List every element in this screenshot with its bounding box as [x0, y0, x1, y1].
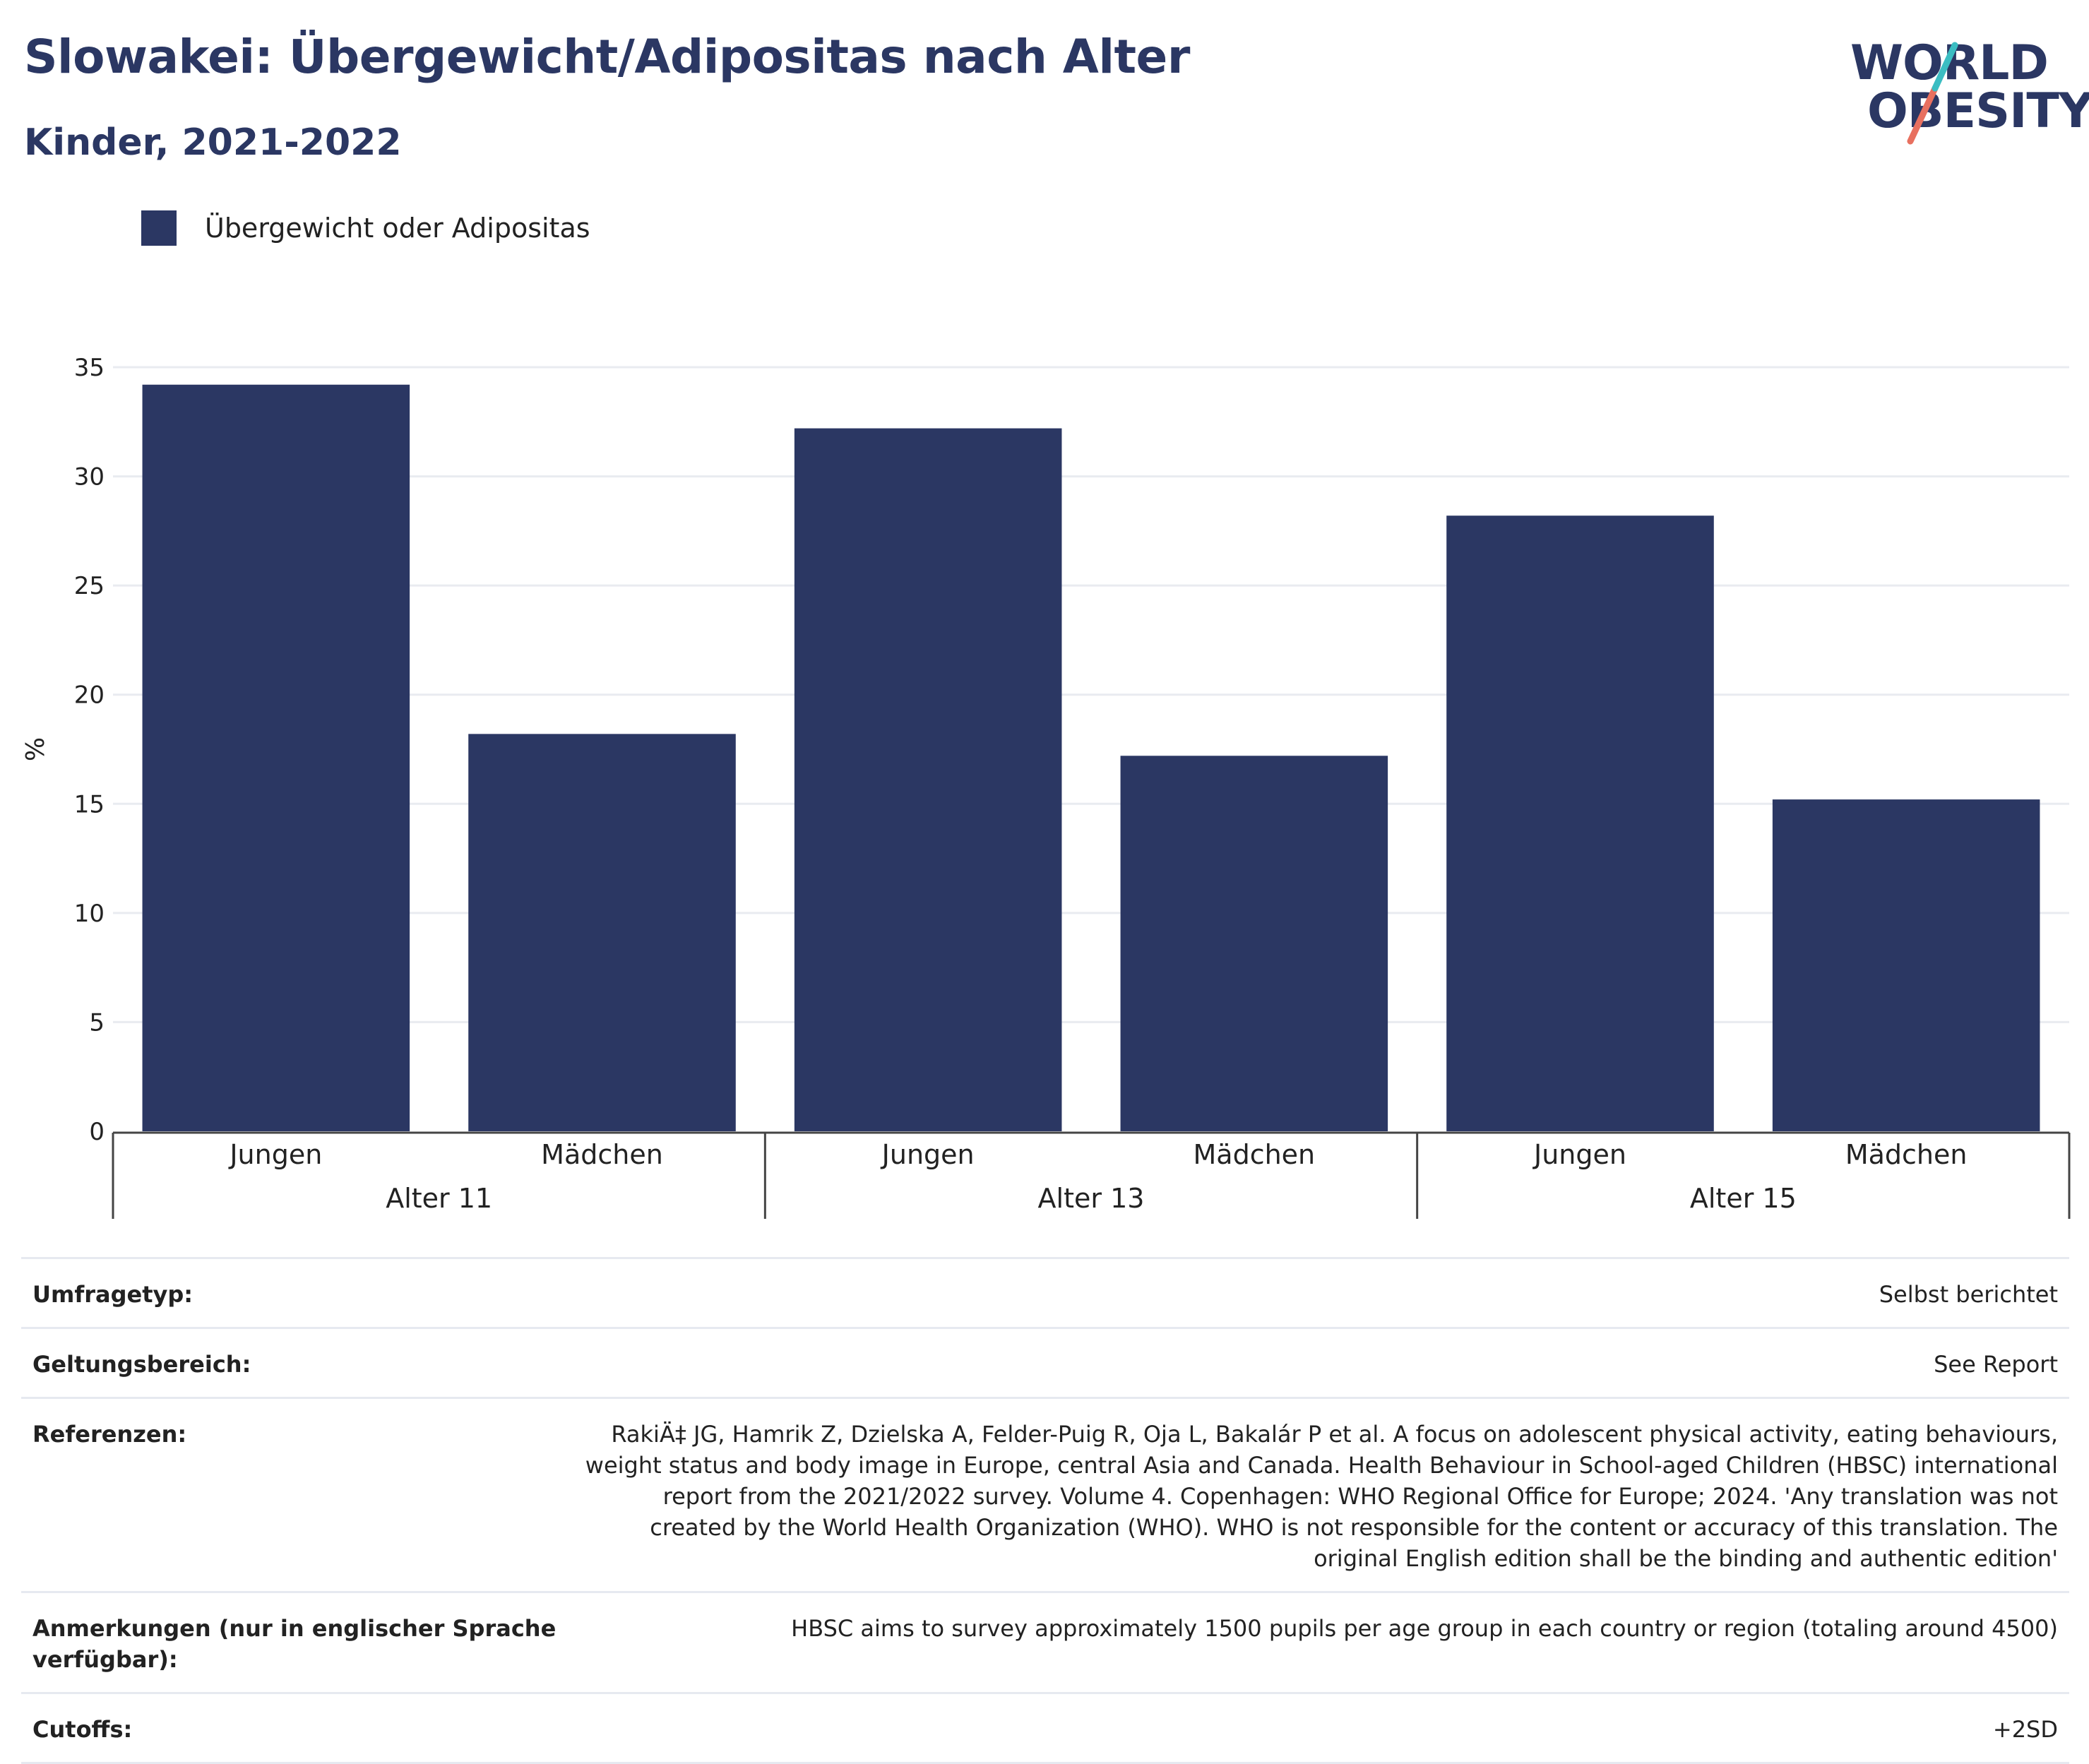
x-tick-label: Jungen — [1532, 1139, 1626, 1170]
meta-row-scope: Geltungsbereich: See Report — [21, 1327, 2069, 1397]
x-tick-label: Mädchen — [541, 1139, 663, 1170]
bar — [142, 384, 410, 1131]
metadata-table: Umfragetyp: Selbst berichtet Geltungsber… — [21, 1257, 2069, 1764]
bar — [1772, 799, 2040, 1131]
world-obesity-logo: WORLD OBESITY — [1836, 21, 2089, 155]
meta-value: Selbst berichtet — [1879, 1281, 2058, 1308]
meta-value: See Report — [1934, 1351, 2058, 1378]
y-tick-label: 30 — [74, 463, 105, 491]
x-tick-label: Mädchen — [1194, 1139, 1316, 1170]
bar-chart: 0 5 10 15 20 25 30 35% Jungen Mädchen Jungen Mädche… — [21, 354, 2071, 1219]
group-label: Alter 11 — [386, 1183, 492, 1214]
logo-slash-icon — [1907, 42, 1958, 145]
meta-value: HBSC aims to survey approximately 1500 p… — [791, 1615, 2058, 1642]
y-tick-label: 5 — [89, 1008, 105, 1037]
group-label: Alter 13 — [1038, 1183, 1145, 1214]
meta-value: +2SD — [1992, 1716, 2058, 1743]
meta-key: Umfragetyp: — [32, 1281, 194, 1308]
y-axis-label: % — [21, 737, 50, 761]
meta-row-references: Referenzen: RakiÄ‡ JG, Hamrik Z, Dzielsk… — [21, 1397, 2069, 1591]
bar — [794, 428, 1062, 1131]
x-tick-label: Mädchen — [1845, 1139, 1968, 1170]
bar — [1446, 516, 1714, 1131]
legend-label: Übergewicht oder Adipositas — [205, 213, 590, 244]
meta-key: Anmerkungen (nur in englischer Sprache v… — [32, 1615, 557, 1673]
x-tick-label: Jungen — [881, 1139, 975, 1170]
x-tick-label: Jungen — [228, 1139, 322, 1170]
bar — [468, 734, 736, 1131]
y-tick-label: 20 — [74, 681, 105, 710]
meta-row-cutoffs: Cutoffs: +2SD — [21, 1692, 2069, 1764]
meta-key: Cutoffs: — [32, 1716, 133, 1743]
legend-swatch — [141, 210, 177, 246]
y-tick-label: 0 — [89, 1118, 105, 1146]
group-label: Alter 15 — [1690, 1183, 1797, 1214]
y-tick-label: 15 — [74, 790, 105, 818]
chart-title: Slowakei: Übergewicht/Adipositas nach Al… — [24, 30, 1190, 84]
legend: Übergewicht oder Adipositas — [141, 210, 590, 246]
meta-key: Referenzen: — [32, 1421, 187, 1448]
meta-row-notes: Anmerkungen (nur in englischer Sprache v… — [21, 1591, 2069, 1692]
y-tick-label: 25 — [74, 572, 105, 600]
y-tick-label: 35 — [74, 354, 105, 382]
meta-key: Geltungsbereich: — [32, 1351, 251, 1378]
chart-subtitle: Kinder, 2021-2022 — [24, 121, 402, 164]
y-tick-label: 10 — [74, 900, 105, 928]
bar — [1120, 756, 1388, 1131]
meta-value: RakiÄ‡ JG, Hamrik Z, Dzielska A, Felder-… — [585, 1421, 2058, 1572]
logo-line-2: OBESITY — [1867, 83, 2089, 139]
meta-row-survey-type: Umfragetyp: Selbst berichtet — [21, 1257, 2069, 1327]
